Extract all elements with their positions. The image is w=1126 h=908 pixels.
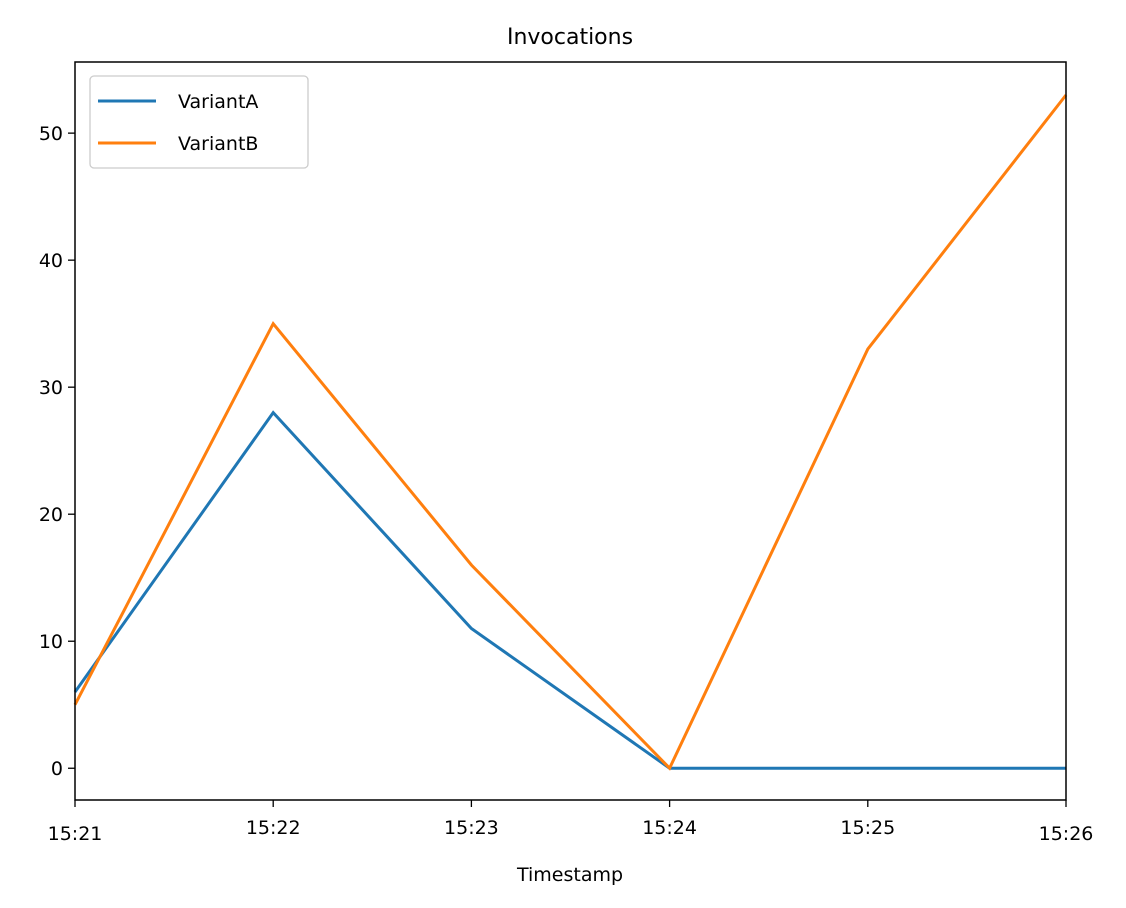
legend-box: [89, 75, 309, 169]
y-tick-label: 40: [39, 250, 63, 272]
legend: VariantA VariantB: [89, 75, 309, 169]
x-tick-label: 15:24: [642, 817, 697, 839]
series-line-variantb: [73, 94, 1068, 771]
x-axis: 15:21 15:22 15:23 15:24 15:25 15:26: [48, 800, 1094, 845]
y-tick-label: 20: [39, 504, 63, 526]
x-tick-label: 15:23: [444, 817, 499, 839]
y-axis: 0 10 20 30 40 50: [39, 123, 75, 780]
y-tick-label: 10: [39, 631, 63, 653]
y-tick-label: 30: [39, 377, 63, 399]
y-tick-label: 50: [39, 123, 63, 145]
chart-title: Invocations: [507, 25, 633, 50]
x-tick-label: 15:22: [246, 817, 301, 839]
plot-frame: [74, 61, 1067, 801]
legend-label: VariantB: [178, 133, 258, 155]
x-tick-label: 15:21: [48, 823, 103, 845]
x-tick-label: 15:25: [840, 817, 895, 839]
y-tick-label: 0: [51, 758, 63, 780]
series-line-varianta: [73, 410, 1066, 770]
x-tick-label: 15:26: [1039, 823, 1094, 845]
x-axis-label: Timestamp: [516, 864, 623, 886]
legend-label: VariantA: [178, 91, 258, 113]
